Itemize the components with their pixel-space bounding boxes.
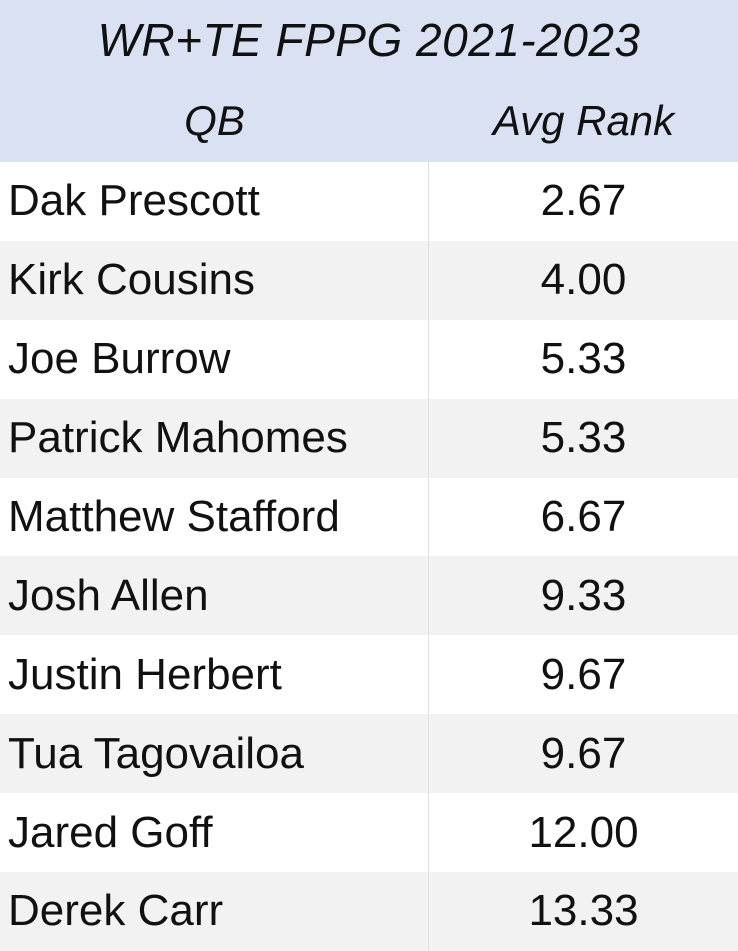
table-row: Derek Carr 13.33 <box>0 872 738 951</box>
avg-rank-value: 9.33 <box>540 570 627 620</box>
table-row: Jared Goff 12.00 <box>0 793 738 873</box>
table-row: Tua Tagovailoa 9.67 <box>0 714 738 794</box>
table-row: Josh Allen 9.33 <box>0 556 738 636</box>
table-row: Matthew Stafford 6.67 <box>0 477 738 557</box>
table-row: Dak Prescott 2.67 <box>0 162 738 241</box>
qb-name: Joe Burrow <box>0 319 429 399</box>
qb-name: Justin Herbert <box>0 635 429 715</box>
table-header: WR+TE FPPG 2021-2023 QB Avg Rank <box>0 0 738 162</box>
table-row: Joe Burrow 5.33 <box>0 319 738 399</box>
avg-rank-value: 9.67 <box>540 728 627 778</box>
table-body: Dak Prescott 2.67 Kirk Cousins 4.00 Joe … <box>0 162 738 951</box>
column-headers: QB Avg Rank <box>0 80 738 162</box>
avg-rank-value: 4.00 <box>540 255 627 305</box>
qb-name: Tua Tagovailoa <box>0 714 429 794</box>
qb-name: Dak Prescott <box>0 162 429 241</box>
qb-name: Josh Allen <box>0 556 429 636</box>
avg-rank-value: 5.33 <box>540 334 627 384</box>
avg-rank-value: 13.33 <box>528 886 639 936</box>
column-header-avg-rank: Avg Rank <box>492 97 675 144</box>
table-title: WR+TE FPPG 2021-2023 <box>97 14 641 66</box>
qb-name: Kirk Cousins <box>0 240 429 320</box>
avg-rank-value: 5.33 <box>540 413 627 463</box>
qb-name: Jared Goff <box>0 793 429 873</box>
table-row: Patrick Mahomes 5.33 <box>0 398 738 478</box>
avg-rank-value: 6.67 <box>540 492 627 541</box>
avg-rank-value: 12.00 <box>528 807 639 857</box>
qb-name: Matthew Stafford <box>0 477 429 557</box>
avg-rank-value: 2.67 <box>540 176 627 226</box>
qb-name: Derek Carr <box>0 872 429 951</box>
qb-name: Patrick Mahomes <box>0 398 429 478</box>
table-row: Justin Herbert 9.67 <box>0 635 738 715</box>
column-header-qb: QB <box>184 97 245 144</box>
avg-rank-value: 9.67 <box>540 649 627 699</box>
table-row: Kirk Cousins 4.00 <box>0 240 738 320</box>
